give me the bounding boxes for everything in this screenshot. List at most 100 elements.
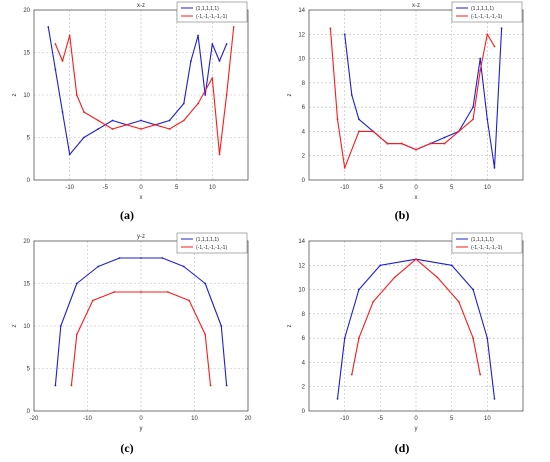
x-axis-label: y xyxy=(415,426,418,432)
data-point xyxy=(218,60,221,62)
data-point xyxy=(61,60,64,62)
data-point xyxy=(486,118,489,121)
data-point xyxy=(232,26,235,28)
y-axis-label: z xyxy=(287,94,293,97)
legend-entry: (-1,-1,-1,-1,-1) xyxy=(471,245,502,251)
data-point xyxy=(140,291,142,293)
data-point xyxy=(211,77,214,79)
legend-entry: (1,1,1,1,1) xyxy=(471,6,494,12)
legend-box xyxy=(176,232,248,254)
data-point xyxy=(379,264,382,267)
x-tick-label: 10 xyxy=(191,416,198,422)
caption-a: (a) xyxy=(120,208,134,222)
data-point xyxy=(211,43,214,45)
y-tick-label: 8 xyxy=(302,312,306,318)
y-tick-label: 0 xyxy=(27,178,31,184)
data-point xyxy=(204,333,207,336)
series-line-2 xyxy=(54,26,235,156)
data-point xyxy=(168,119,171,122)
y-tick-label: 6 xyxy=(302,336,306,342)
data-point xyxy=(225,43,228,45)
plot-frame xyxy=(33,9,249,181)
y-tick-label: 0 xyxy=(302,178,306,184)
data-point xyxy=(140,128,142,130)
series-line-1 xyxy=(47,26,228,156)
data-point xyxy=(218,153,221,156)
data-point xyxy=(336,118,339,121)
data-point xyxy=(161,257,164,259)
x-tick-label: 5 xyxy=(450,416,454,422)
data-point xyxy=(59,325,62,327)
data-point xyxy=(486,33,489,36)
data-point xyxy=(197,102,199,105)
data-point xyxy=(350,94,353,96)
data-point xyxy=(75,333,78,336)
data-point xyxy=(97,128,100,130)
data-point xyxy=(358,288,360,291)
y-tick-label: 5 xyxy=(27,136,31,142)
data-point xyxy=(166,291,169,293)
y-tick-label: 5 xyxy=(27,367,31,373)
panel-d: -10 -5 0 5 10 0 2 4 6 8 10 12 14 y z (1,1,1,1,1) (-1,-1,… xyxy=(275,231,550,462)
data-point xyxy=(68,153,71,156)
y-tick-label: 4 xyxy=(302,129,306,135)
x-tick-label: -10 xyxy=(83,416,92,422)
series-line-2 xyxy=(329,28,495,169)
data-point xyxy=(190,60,192,62)
data-point xyxy=(140,257,142,259)
data-point xyxy=(472,106,474,109)
data-point xyxy=(209,384,212,387)
data-point xyxy=(493,397,496,400)
data-point xyxy=(457,300,460,303)
legend-entry: (-1,-1,-1,-1,-1) xyxy=(196,14,227,20)
data-point xyxy=(111,128,114,130)
data-point xyxy=(47,26,50,28)
x-tick-label: -5 xyxy=(103,185,109,191)
x-tick-label: -20 xyxy=(30,416,39,422)
data-point xyxy=(54,384,57,387)
data-point xyxy=(450,264,453,267)
chart-title: x-z xyxy=(412,3,420,9)
y-tick-label: 15 xyxy=(23,282,30,288)
data-point xyxy=(68,34,71,37)
data-point xyxy=(415,258,417,261)
data-point xyxy=(220,325,223,327)
data-point xyxy=(70,384,73,387)
panel-b: -10 -5 0 5 10 0 2 4 6 8 10 12 14 x z x-z (1,1,1,1,1) (-1,… xyxy=(275,0,550,231)
caption-b: (b) xyxy=(394,208,410,222)
x-tick-label: -10 xyxy=(65,185,74,191)
data-point xyxy=(111,119,114,122)
data-point xyxy=(140,119,142,122)
data-point xyxy=(61,111,64,113)
data-point xyxy=(97,265,100,268)
data-point xyxy=(457,130,460,133)
data-point xyxy=(336,397,339,400)
data-point xyxy=(329,27,332,30)
data-point xyxy=(443,142,446,145)
chart-a: -10 -5 0 5 10 0 5 10 15 20 x z x-z (1,1,1,1,1) (-1,-1,… xyxy=(12,1,249,201)
x-tick-label: 0 xyxy=(414,416,418,422)
data-point xyxy=(493,166,496,169)
x-tick-label: 5 xyxy=(175,185,179,191)
data-point xyxy=(188,299,191,302)
legend-box xyxy=(176,1,248,23)
x-tick-label: 10 xyxy=(484,185,491,191)
data-point xyxy=(372,130,375,133)
data-point xyxy=(204,282,207,285)
panel-a: -10 -5 0 5 10 0 5 10 15 20 x z x-z (1,1,1,1,1) (-1,-1,… xyxy=(0,0,275,231)
y-axis-label: z xyxy=(12,325,18,328)
x-tick-label: 5 xyxy=(450,185,454,191)
y-tick-label: 20 xyxy=(23,8,30,14)
data-point xyxy=(358,337,360,340)
y-tick-label: 10 xyxy=(298,57,305,63)
legend-entry: (1,1,1,1,1) xyxy=(471,237,494,243)
data-point xyxy=(400,142,403,145)
data-point xyxy=(83,111,85,113)
x-tick-label: -10 xyxy=(340,416,349,422)
data-point xyxy=(386,142,389,145)
data-point xyxy=(54,68,57,71)
data-point xyxy=(436,276,439,279)
y-tick-label: 0 xyxy=(27,409,31,415)
data-point xyxy=(350,373,353,376)
y-tick-label: 10 xyxy=(298,288,305,294)
